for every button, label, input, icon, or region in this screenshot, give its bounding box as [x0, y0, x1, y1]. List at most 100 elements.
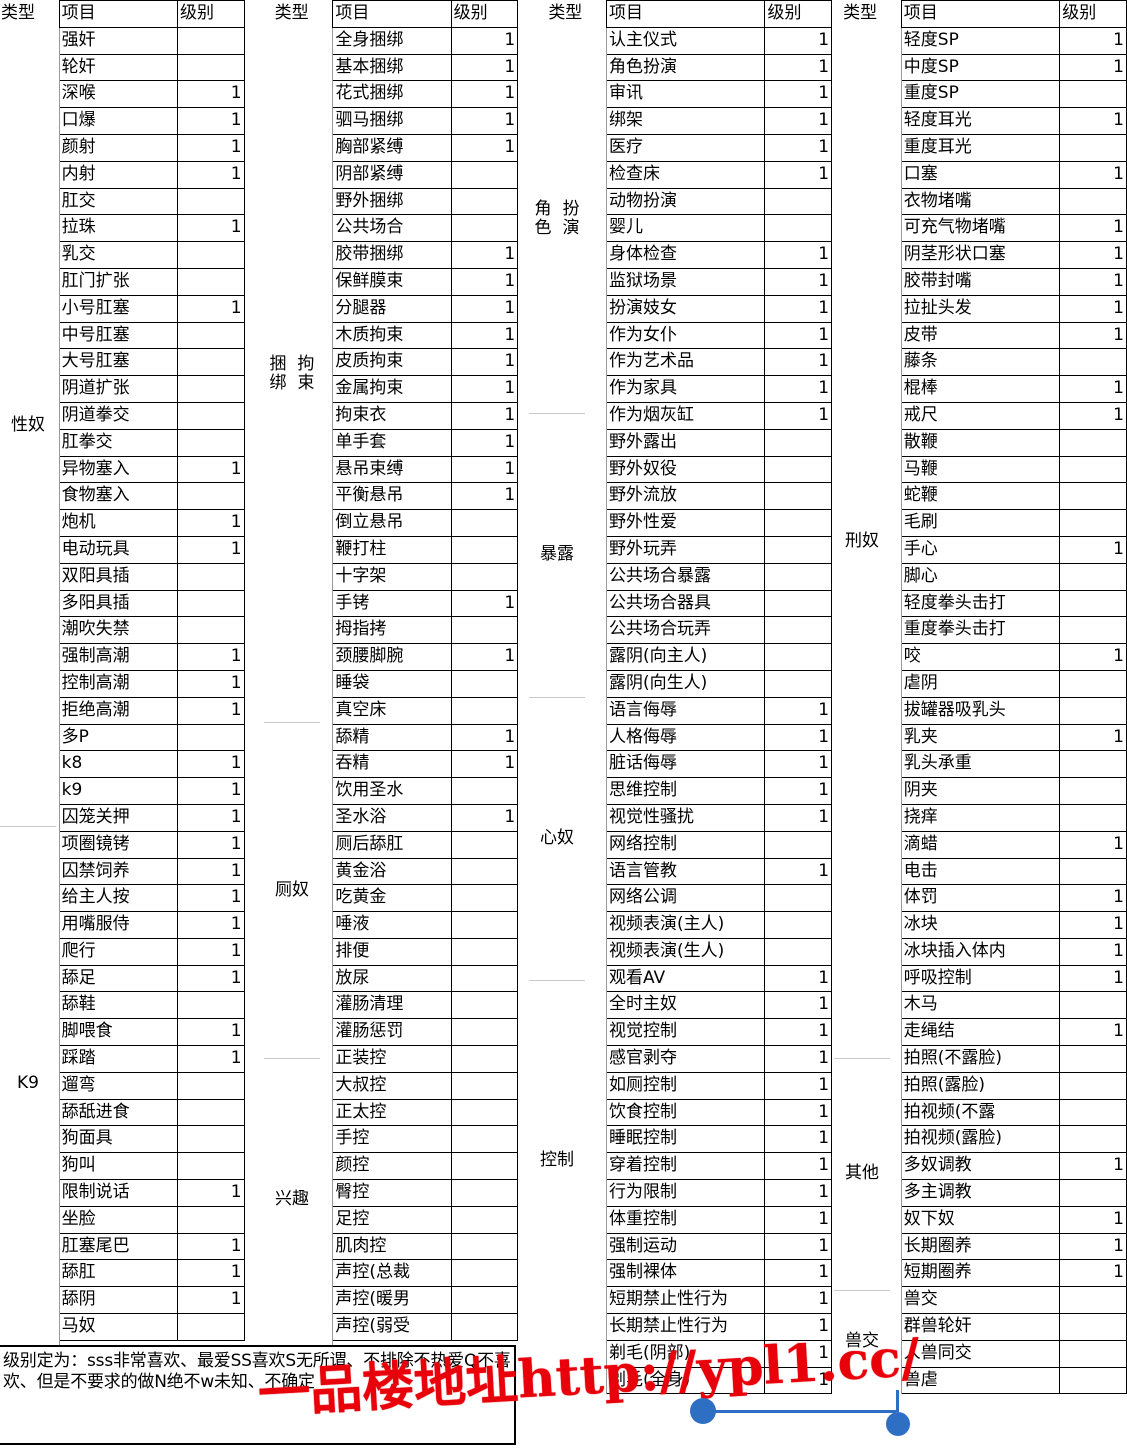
level-cell[interactable]: 1 [764, 750, 833, 779]
category-cell-col3[interactable] [547, 1018, 607, 1046]
category-cell-col3[interactable] [547, 777, 607, 805]
category-cell-col2[interactable] [273, 1152, 334, 1180]
level-cell[interactable] [450, 562, 519, 591]
item-cell[interactable]: 声控(弱受 [332, 1313, 452, 1341]
item-cell[interactable]: 项圈镜铐 [58, 830, 179, 859]
category-cell-col1[interactable] [0, 750, 60, 778]
category-cell-col4[interactable] [842, 563, 902, 591]
level-cell[interactable]: 级别 [1059, 0, 1127, 28]
table-row[interactable]: 强奸 全身捆绑 1 认主仪式 1 轻度SP 1 [0, 26, 1127, 55]
category-cell-col3[interactable] [547, 938, 607, 966]
item-cell[interactable]: 乳夹 [900, 723, 1061, 752]
level-cell[interactable] [1059, 428, 1127, 457]
table-row[interactable]: 颜射 1 胸部紧缚 1 医疗 1 重度耳光 [0, 133, 1127, 162]
table-row[interactable]: 脚喂食 1 灌肠惩罚 视觉控制 1 走绳结 1 [0, 1018, 1127, 1047]
category-cell-col2[interactable] [273, 616, 334, 644]
item-cell[interactable]: 感官剥夺 [605, 1045, 766, 1073]
category-cell-col1[interactable] [0, 911, 60, 939]
item-cell[interactable]: 思维控制 [605, 777, 766, 805]
level-cell[interactable] [764, 643, 833, 671]
category-cell-col3[interactable] [547, 214, 607, 242]
item-cell[interactable]: 语言侮辱 [605, 696, 766, 725]
level-cell[interactable]: 1 [450, 241, 519, 269]
category-cell-col3[interactable] [547, 750, 607, 778]
level-cell[interactable]: 1 [177, 107, 245, 135]
item-cell[interactable]: 网络控制 [605, 830, 766, 859]
item-cell[interactable]: 阴茎形状口塞 [900, 241, 1061, 269]
category-cell-col2[interactable] [273, 241, 334, 269]
item-cell[interactable]: 皮带 [900, 321, 1061, 350]
category-cell-col2[interactable] [273, 429, 334, 457]
category-cell-col1[interactable] [0, 54, 60, 81]
category-cell-col4[interactable] [842, 616, 902, 644]
item-cell[interactable]: 野外露出 [605, 428, 766, 457]
category-cell-col3[interactable] [547, 1367, 607, 1394]
level-cell[interactable] [450, 1259, 519, 1288]
level-cell[interactable] [1059, 80, 1127, 109]
category-cell-col3[interactable] [547, 54, 607, 81]
item-cell[interactable]: 轻度拳头击打 [900, 589, 1061, 618]
category-cell-col2[interactable] [273, 375, 334, 403]
item-cell[interactable]: 露阴(向生人) [605, 669, 766, 698]
category-cell-col4[interactable] [842, 777, 902, 805]
level-cell[interactable]: 1 [1059, 53, 1127, 82]
category-cell-col3[interactable] [547, 724, 607, 751]
level-cell[interactable] [764, 509, 833, 537]
level-cell[interactable] [764, 669, 833, 698]
category-cell-col2[interactable] [273, 214, 334, 242]
category-cell-col4[interactable] [842, 884, 902, 912]
item-cell[interactable]: 平衡悬吊 [332, 482, 452, 511]
level-cell[interactable] [1059, 348, 1127, 377]
category-cell-col4[interactable] [842, 1072, 902, 1100]
item-cell[interactable]: 多主调教 [900, 1179, 1061, 1207]
level-cell[interactable] [450, 214, 519, 243]
item-cell[interactable]: 拇指拷 [332, 616, 452, 645]
level-cell[interactable] [450, 1286, 519, 1315]
category-cell-col3[interactable] [547, 1179, 607, 1207]
level-cell[interactable]: 1 [450, 750, 519, 779]
item-cell[interactable]: 乳头承重 [900, 750, 1061, 779]
item-cell[interactable]: 轮奸 [58, 53, 179, 82]
category-cell-col1[interactable] [0, 1286, 60, 1314]
level-cell[interactable]: 1 [177, 214, 245, 243]
level-cell[interactable] [1059, 1098, 1127, 1127]
item-cell[interactable]: 观看AV [605, 964, 766, 993]
item-cell[interactable]: 视觉控制 [605, 1018, 766, 1047]
level-cell[interactable] [1059, 1366, 1127, 1395]
category-cell-col2[interactable] [273, 322, 334, 349]
item-cell[interactable]: 悬吊束缚 [332, 455, 452, 484]
item-cell[interactable]: 体重控制 [605, 1205, 766, 1234]
item-cell[interactable]: 短期禁止性行为 [605, 1286, 766, 1315]
level-cell[interactable] [764, 884, 833, 913]
item-cell[interactable]: 咬 [900, 643, 1061, 671]
level-cell[interactable]: 1 [177, 696, 245, 725]
level-cell[interactable] [177, 723, 245, 752]
level-cell[interactable]: 1 [177, 294, 245, 323]
category-cell-col2[interactable] [273, 1233, 334, 1260]
level-cell[interactable] [450, 830, 519, 859]
table-row[interactable]: 舔阴 1 声控(暖男 短期禁止性行为 1 兽交 [0, 1286, 1127, 1315]
level-cell[interactable]: 1 [177, 777, 245, 805]
level-cell[interactable]: 1 [764, 1098, 833, 1127]
level-cell[interactable] [764, 937, 833, 966]
item-cell[interactable]: 金属拘束 [332, 375, 452, 403]
level-cell[interactable] [450, 777, 519, 805]
table-row[interactable]: 控制高潮 1 睡袋 露阴(向生人) 虐阴 [0, 669, 1127, 698]
category-cell-col2[interactable] [273, 402, 334, 430]
level-cell[interactable] [450, 160, 519, 189]
level-cell[interactable] [1059, 455, 1127, 484]
category-cell-col4[interactable] [842, 1045, 902, 1073]
item-cell[interactable]: 轻度耳光 [900, 107, 1061, 135]
level-cell[interactable] [450, 1232, 519, 1261]
category-cell-col2[interactable]: 类型 [274, 3, 309, 23]
category-cell-col2[interactable] [273, 1099, 334, 1126]
item-cell[interactable]: 口爆 [58, 107, 179, 135]
category-cell-col1[interactable] [0, 1125, 60, 1153]
level-cell[interactable] [764, 562, 833, 591]
item-cell[interactable]: 挠痒 [900, 803, 1061, 832]
level-cell[interactable]: 1 [764, 321, 833, 350]
category-cell-col4[interactable] [842, 482, 902, 510]
category-cell-col1[interactable] [0, 509, 60, 537]
item-cell[interactable]: 强制运动 [605, 1232, 766, 1261]
item-cell[interactable]: 认主仪式 [605, 26, 766, 55]
